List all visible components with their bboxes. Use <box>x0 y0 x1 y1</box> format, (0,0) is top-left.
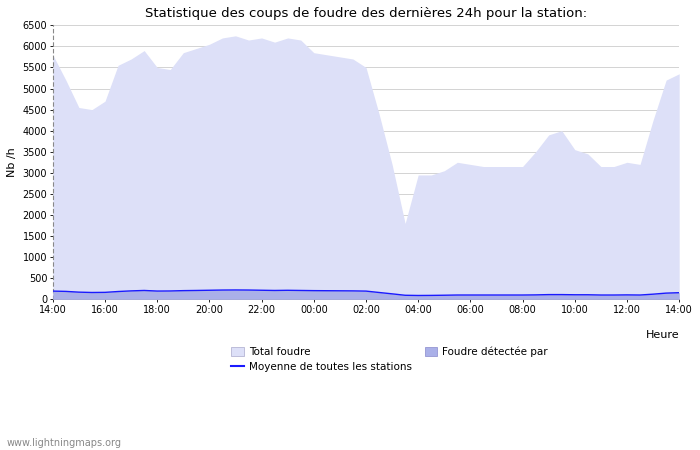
Text: www.lightningmaps.org: www.lightningmaps.org <box>7 438 122 448</box>
Title: Statistique des coups de foudre des dernières 24h pour la station:: Statistique des coups de foudre des dern… <box>145 7 587 20</box>
Y-axis label: Nb /h: Nb /h <box>7 148 17 177</box>
Legend: Total foudre, Moyenne de toutes les stations, Foudre détectée par: Total foudre, Moyenne de toutes les stat… <box>227 342 552 376</box>
Text: Heure: Heure <box>645 330 679 340</box>
